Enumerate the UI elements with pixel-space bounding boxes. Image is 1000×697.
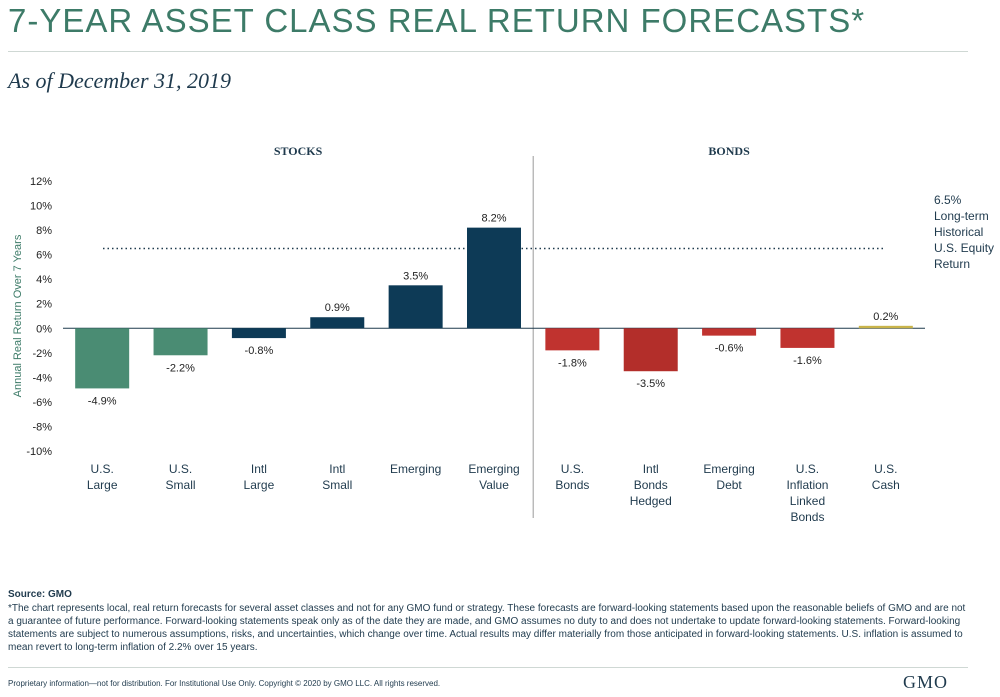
category-label: U.S. xyxy=(91,462,114,476)
title-divider xyxy=(8,51,968,52)
y-tick-label: 2% xyxy=(36,299,52,311)
returns-bar-chart: 12% 10% 8% 6% 4% 2% 0% -2% -4% -6% -8% -10% Annual R… xyxy=(12,144,994,524)
y-tick-label: 6% xyxy=(36,250,52,262)
value-label: 8.2% xyxy=(481,213,506,225)
value-label: 0.2% xyxy=(873,311,898,323)
bar xyxy=(153,328,208,356)
gmo-logo: GMO xyxy=(903,672,949,692)
category-label: Hedged xyxy=(630,494,672,508)
page-subtitle: As of December 31, 2019 xyxy=(8,68,232,93)
category-label: U.S. xyxy=(874,462,897,476)
reference-label: U.S. Equity xyxy=(934,241,994,255)
bar xyxy=(858,325,913,329)
bar xyxy=(75,328,130,389)
reference-label: Return xyxy=(934,257,970,271)
y-tick-label: 10% xyxy=(30,201,52,213)
bar xyxy=(545,328,600,351)
category-label: U.S. xyxy=(561,462,584,476)
y-tick-label: -4% xyxy=(32,372,52,384)
group-heading: STOCKS xyxy=(274,144,323,158)
value-label: 0.9% xyxy=(325,302,350,314)
category-label: Cash xyxy=(872,478,900,492)
page-title: 7-YEAR ASSET CLASS REAL RETURN FORECASTS… xyxy=(8,2,866,39)
bar xyxy=(780,328,835,348)
category-label: Large xyxy=(244,478,275,492)
group-heading: BONDS xyxy=(708,144,750,158)
value-label: -1.8% xyxy=(558,357,587,369)
footnote: *The chart represents local, real return… xyxy=(8,603,966,653)
disclaimer: Proprietary information—not for distribu… xyxy=(8,679,441,688)
bar xyxy=(702,328,757,336)
y-tick-label: 4% xyxy=(36,274,52,286)
category-label: Linked xyxy=(790,494,825,508)
y-tick-label: -2% xyxy=(32,348,52,360)
category-label: Large xyxy=(87,478,118,492)
y-tick-label: 0% xyxy=(36,323,52,335)
y-tick-label: -6% xyxy=(32,397,52,409)
y-tick-label: -8% xyxy=(32,421,52,433)
y-axis-label: Annual Real Return Over 7 Years xyxy=(12,234,24,397)
category-label: Debt xyxy=(716,478,742,492)
category-label: Intl xyxy=(643,462,659,476)
category-label: Small xyxy=(322,478,352,492)
bar xyxy=(310,317,365,329)
reference-label: Long-term xyxy=(934,209,989,223)
category-label: Inflation xyxy=(786,478,828,492)
category-label: U.S. xyxy=(796,462,819,476)
category-label: Emerging xyxy=(703,462,754,476)
value-label: -4.9% xyxy=(88,395,117,407)
value-label: -1.6% xyxy=(793,355,822,367)
value-label: -2.2% xyxy=(166,362,195,374)
value-label: -3.5% xyxy=(636,378,665,390)
category-label: Emerging xyxy=(468,462,519,476)
bar xyxy=(623,328,678,372)
category-label: Value xyxy=(479,478,509,492)
category-label: Bonds xyxy=(555,478,589,492)
category-label: Intl xyxy=(329,462,345,476)
footer-divider xyxy=(8,667,968,668)
category-label: Intl xyxy=(251,462,267,476)
y-tick-label: 8% xyxy=(36,225,52,237)
value-label: 3.5% xyxy=(403,270,428,282)
value-label: -0.8% xyxy=(245,345,274,357)
bar xyxy=(467,227,521,329)
category-label: Bonds xyxy=(790,510,824,524)
y-tick-label: -10% xyxy=(26,446,52,458)
y-tick-label: 12% xyxy=(30,176,52,188)
bar xyxy=(388,285,443,329)
bar xyxy=(231,328,286,339)
category-label: Bonds xyxy=(634,478,668,492)
value-label: -0.6% xyxy=(715,343,744,355)
category-label: U.S. xyxy=(169,462,192,476)
reference-label: Historical xyxy=(934,225,983,239)
reference-label: 6.5% xyxy=(934,193,962,207)
category-label: Emerging xyxy=(390,462,441,476)
source-note: Source: GMO xyxy=(8,589,72,600)
category-label: Small xyxy=(166,478,196,492)
